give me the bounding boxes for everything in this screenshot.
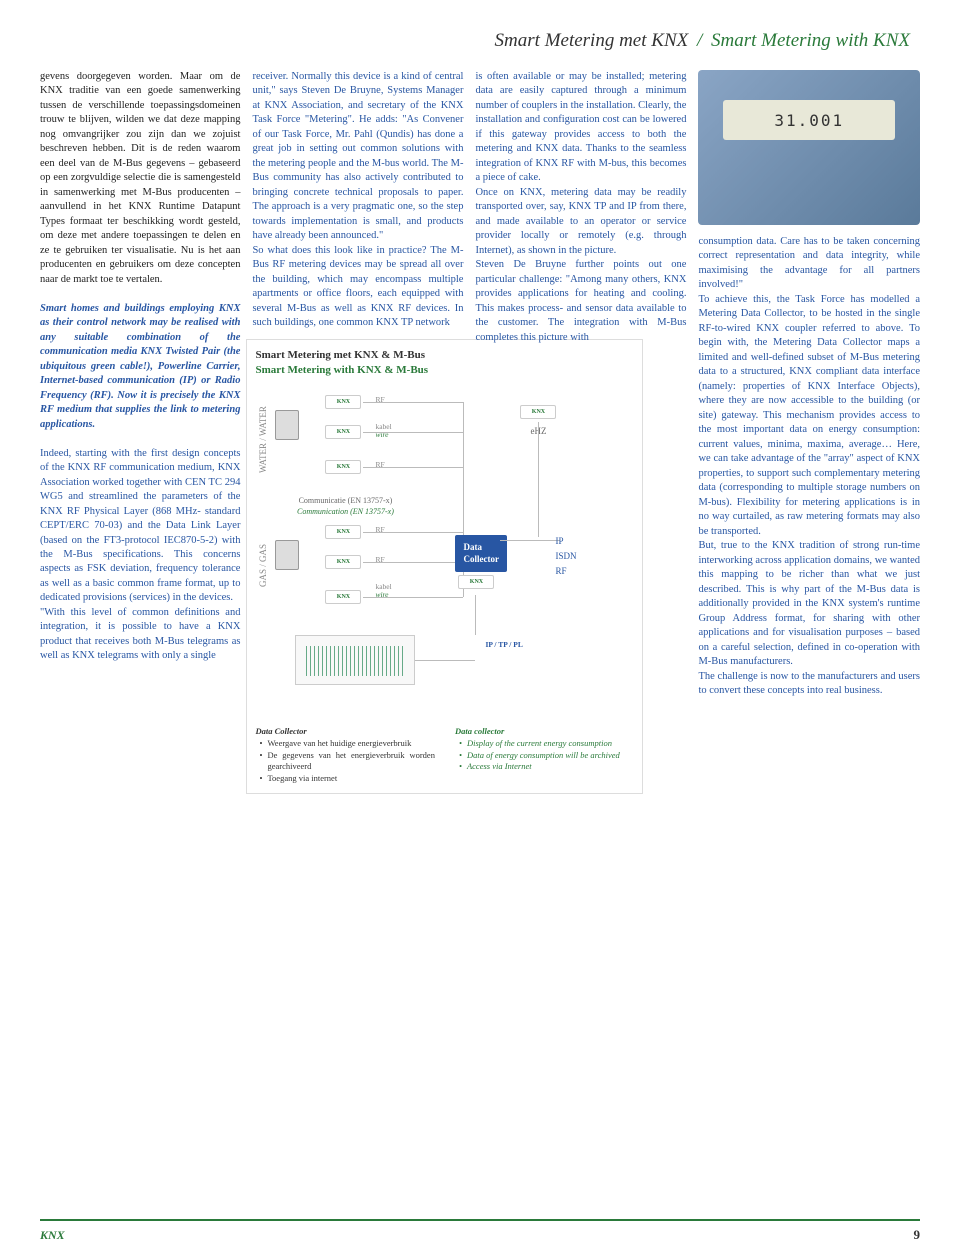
col1-p3: Indeed, starting with the first design c… <box>40 447 240 606</box>
connector <box>475 595 476 635</box>
rf-label: RF <box>555 565 566 577</box>
dc-nl: Data Collector Weergave van het huidige … <box>255 726 435 785</box>
connector <box>500 540 560 541</box>
dc-nl-i3: Toegang via internet <box>259 773 435 785</box>
dc-en-i1: Display of the current energy consumptio… <box>459 738 635 750</box>
col2-p2: So what does this look like in practice?… <box>252 244 463 331</box>
comm1: Communicatie (EN 13757-x) <box>299 496 393 505</box>
dc-en-i3: Access via Internet <box>459 761 635 773</box>
col3-p1: is often available or may be installed; … <box>475 70 686 186</box>
dc-nl-i2: De gegevens van het energieverbruik word… <box>259 750 435 773</box>
content-columns: gevens doorgegeven worden. Maar om de KN… <box>40 70 920 794</box>
page-number: 9 <box>914 1227 921 1243</box>
column-2: receiver. Normally this device is a kind… <box>252 70 463 794</box>
chart-icon <box>295 635 415 685</box>
knx-badge <box>520 405 556 419</box>
connector <box>363 532 463 533</box>
knx-badge <box>325 525 361 539</box>
connector <box>363 467 463 468</box>
col4-p3: But, true to the KNX tradition of strong… <box>698 539 920 669</box>
header-sep: / <box>697 30 702 51</box>
gas-label: GAS / GAS <box>257 530 269 600</box>
dc-nl-head: Data Collector <box>255 726 435 738</box>
rf-label: RF <box>375 555 384 565</box>
knx-badge <box>325 590 361 604</box>
col2-p1: receiver. Normally this device is a kind… <box>252 70 463 244</box>
connector <box>415 660 475 661</box>
column-1: gevens doorgegeven worden. Maar om de KN… <box>40 70 240 794</box>
connector <box>363 402 463 403</box>
page-footer: KNX 9 <box>40 1219 920 1243</box>
col1-p1: gevens doorgegeven worden. Maar om de KN… <box>40 70 240 287</box>
connector <box>363 432 463 433</box>
header-title-en: Smart Metering with KNX <box>711 30 910 51</box>
water-meter-icon <box>275 410 299 440</box>
connector <box>538 422 539 537</box>
footer-logo: KNX <box>40 1228 65 1243</box>
col3-p3: Steven De Bruyne further points out one … <box>475 258 686 345</box>
knx-badge <box>458 575 494 589</box>
col4-p4: The challenge is now to the manufacturer… <box>698 670 920 699</box>
knx-badge <box>325 395 361 409</box>
meter-photo <box>698 70 920 225</box>
wire-label: wire <box>375 590 388 600</box>
dc-nl-i1: Weergave van het huidige energieverbruik <box>259 738 435 750</box>
gas-meter-icon <box>275 540 299 570</box>
col1-p2: Smart homes and buildings employing KNX … <box>40 302 240 432</box>
knx-badge <box>325 460 361 474</box>
col4-p2: To achieve this, the Task Force has mode… <box>698 293 920 539</box>
col3-p2: Once on KNX, metering data may be readil… <box>475 186 686 258</box>
connector <box>363 597 463 598</box>
rf-label: RF <box>375 395 384 405</box>
rf-label: RF <box>375 460 384 470</box>
knx-badge <box>325 425 361 439</box>
rf-label: RF <box>375 525 384 535</box>
connector <box>363 562 463 563</box>
data-collector-box: Data Collector <box>455 535 506 572</box>
col1-p4: "With this level of common definitions a… <box>40 606 240 664</box>
water-label: WATER / WATER <box>257 400 269 480</box>
column-4: consumption data. Care has to be taken c… <box>698 70 920 794</box>
dc-en-i2: Data of energy consumption will be archi… <box>459 750 635 762</box>
ip-label: IP <box>555 535 563 547</box>
header-title-nl: Smart Metering met KNX <box>495 30 689 51</box>
iptppl-label: IP / TP / PL <box>485 640 522 650</box>
diagram-svg: WATER / WATER GAS / GAS RF kabel wire RF… <box>255 380 634 720</box>
page-header: Smart Metering met KNX / Smart Metering … <box>40 30 920 52</box>
knx-badge <box>325 555 361 569</box>
col4-p1: consumption data. Care has to be taken c… <box>698 235 920 293</box>
comm2: Communication (EN 13757-x) <box>297 507 394 516</box>
comm-label: Communicatie (EN 13757-x) Communication … <box>255 495 435 517</box>
isdn-label: ISDN <box>555 550 576 562</box>
